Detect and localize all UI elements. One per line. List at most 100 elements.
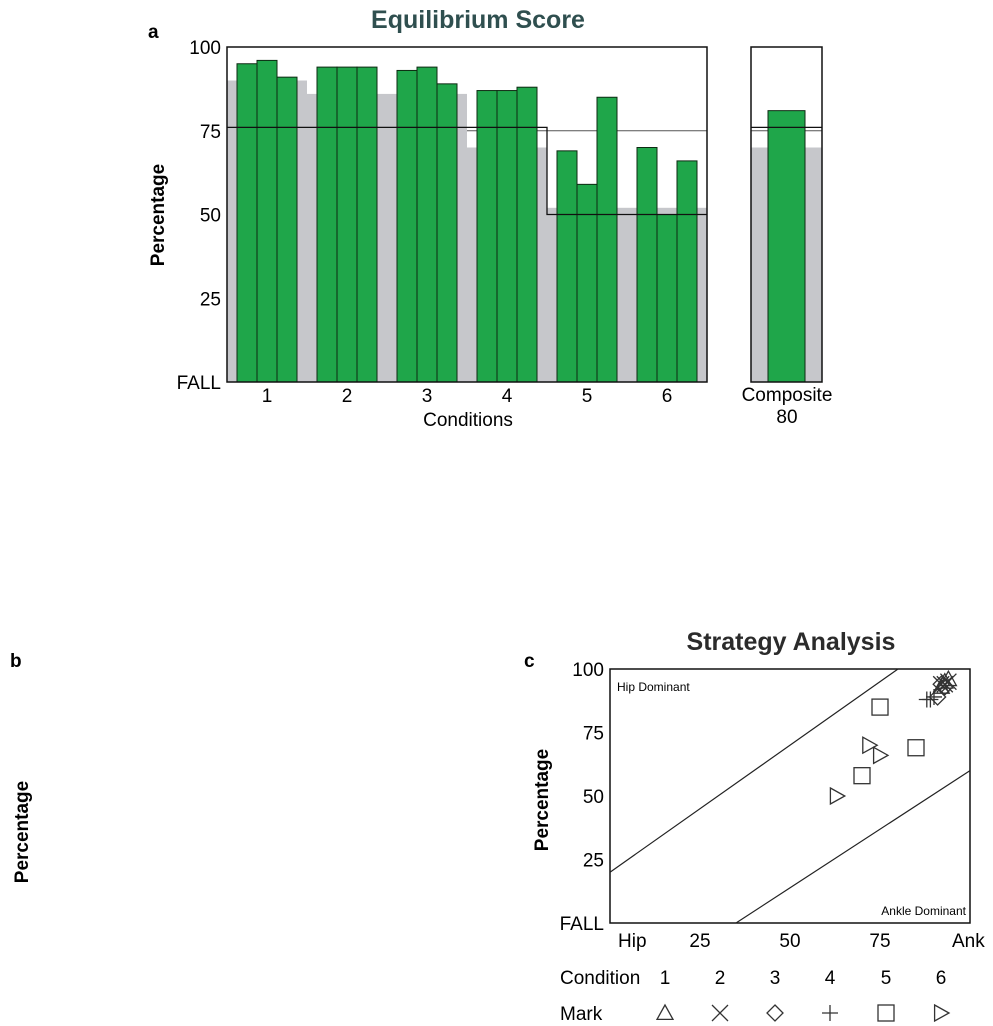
- equilibrium-bars: [236, 59, 698, 383]
- strategy-y-tick-label: 50: [583, 787, 604, 808]
- equilibrium-x-tick-label: 4: [502, 386, 513, 407]
- composite-score: 80: [776, 407, 797, 428]
- equilibrium-title: Equilibrium Score: [371, 6, 585, 34]
- strategy-boundary-line: [609, 668, 899, 873]
- equilibrium-x-tick-label: 2: [342, 386, 353, 407]
- trial-bar: [416, 66, 438, 383]
- panel-a: a Equilibrium Score Percentage FALL25507…: [148, 6, 832, 431]
- trial-bar: [336, 66, 358, 383]
- trial-bar: [436, 83, 458, 383]
- trial-bar: [236, 63, 258, 383]
- trial-bar: [636, 147, 658, 383]
- equilibrium-x-tick-label: 3: [422, 386, 433, 407]
- trial-bar: [516, 86, 538, 383]
- legend-mark-label: Mark: [560, 1004, 603, 1025]
- equilibrium-y-tick-label: 50: [200, 206, 221, 227]
- strategy-point: [862, 736, 879, 755]
- strategy-point: [928, 688, 947, 706]
- composite-plot-border: [750, 46, 823, 383]
- threshold-step-line: [227, 126, 707, 216]
- equilibrium-plot-border: [226, 46, 708, 383]
- panel-c-letter: c: [524, 651, 535, 672]
- legend-mark-triangle: [655, 1003, 675, 1021]
- trial-bar: [276, 76, 298, 383]
- equilibrium-y-tick-labels: FALL 25 50 75 100: [177, 38, 221, 394]
- equilibrium-normative-bars: [227, 80, 707, 383]
- legend-condition-number: 2: [715, 968, 726, 989]
- composite-chart: [750, 46, 823, 383]
- legend-mark-x: [711, 1004, 729, 1022]
- trial-bar: [556, 150, 578, 383]
- strategy-plot-border: [609, 668, 971, 924]
- panel-b-ylabel: Percentage: [12, 781, 33, 883]
- trial-bar: [396, 69, 418, 383]
- trial-bar: [356, 66, 378, 383]
- legend-mark-diamond: [766, 1004, 784, 1022]
- strategy-boundary-line: [735, 770, 971, 924]
- legend-mark-plus: [822, 1005, 838, 1021]
- trial-bar: [476, 90, 498, 383]
- strategy-point: [922, 691, 939, 708]
- equilibrium-xlabel: Conditions: [423, 410, 513, 431]
- strategy-frame: [609, 668, 971, 924]
- equilibrium-y-tick-label: 75: [200, 122, 221, 143]
- equilibrium-ylabel: Percentage: [148, 164, 169, 266]
- equilibrium-x-tick-label: 6: [662, 386, 673, 407]
- strategy-x-tick-label: 25: [689, 931, 710, 952]
- strategy-x-tick-label: Ank: [952, 931, 985, 952]
- strategy-title: Strategy Analysis: [687, 628, 896, 656]
- strategy-point: [935, 677, 954, 696]
- equilibrium-y-tick-label: 25: [200, 289, 221, 310]
- legend-condition-number: 3: [770, 968, 781, 989]
- strategy-y-tick-label: 25: [583, 851, 604, 872]
- panel-a-letter: a: [148, 22, 159, 43]
- strategy-points: [829, 669, 958, 806]
- legend-mark-square: [877, 1004, 895, 1022]
- composite-bar: [767, 110, 806, 383]
- equilibrium-frame: [226, 46, 708, 383]
- legend-condition-number: 5: [881, 968, 892, 989]
- strategy-point: [926, 688, 942, 705]
- legend-condition-number: 4: [825, 968, 836, 989]
- trial-bar: [256, 59, 278, 383]
- strategy-point: [932, 675, 950, 693]
- legend-condition-number: 6: [936, 968, 947, 989]
- legend-condition-label: Condition: [560, 968, 640, 989]
- panel-b: b Percentage: [10, 651, 33, 883]
- legend-mark-triangle-right: [933, 1003, 951, 1023]
- strategy-point: [829, 786, 847, 806]
- trial-bar: [496, 90, 518, 383]
- legend-condition-number: 1: [660, 968, 671, 989]
- equilibrium-y-tick-label: 100: [189, 38, 221, 59]
- equilibrium-x-tick-labels: 1 2 3 4 5 6: [262, 386, 673, 407]
- strategy-point: [853, 767, 871, 785]
- strategy-y-tick-label: FALL: [560, 914, 604, 935]
- trial-bar: [316, 66, 338, 383]
- strategy-legend: Condition Mark 1 2 3 4 5 6: [560, 968, 951, 1025]
- strategy-point: [871, 698, 889, 716]
- trial-bar: [656, 214, 678, 383]
- equilibrium-threshold-line: [227, 126, 707, 216]
- panel-c: c Strategy Analysis Percentage Hip Domin…: [524, 628, 985, 1025]
- strategy-y-tick-label: 75: [583, 724, 604, 745]
- strategy-point: [872, 746, 890, 765]
- strategy-y-tick-labels: FALL 25 50 75 100: [560, 660, 604, 935]
- strategy-x-tick-labels: Hip 25 50 75 Ank: [618, 931, 985, 952]
- trial-bar: [596, 96, 618, 383]
- panel-b-letter: b: [10, 651, 22, 672]
- region-label-ankle-dominant: Ankle Dominant: [881, 904, 966, 918]
- strategy-x-tick-label: 50: [779, 931, 800, 952]
- strategy-point: [907, 739, 925, 757]
- strategy-boundary-lines: [609, 668, 971, 924]
- strategy-ylabel: Percentage: [532, 749, 553, 851]
- strategy-x-tick-label: 75: [869, 931, 890, 952]
- composite-label: Composite: [742, 385, 833, 406]
- equilibrium-x-tick-label: 5: [582, 386, 593, 407]
- strategy-y-tick-label: 100: [572, 660, 604, 681]
- equilibrium-x-tick-label: 1: [262, 386, 273, 407]
- equilibrium-y-tick-label: FALL: [177, 373, 221, 394]
- trial-bar: [676, 160, 698, 383]
- region-label-hip-dominant: Hip Dominant: [617, 680, 690, 694]
- strategy-x-tick-label: Hip: [618, 931, 647, 952]
